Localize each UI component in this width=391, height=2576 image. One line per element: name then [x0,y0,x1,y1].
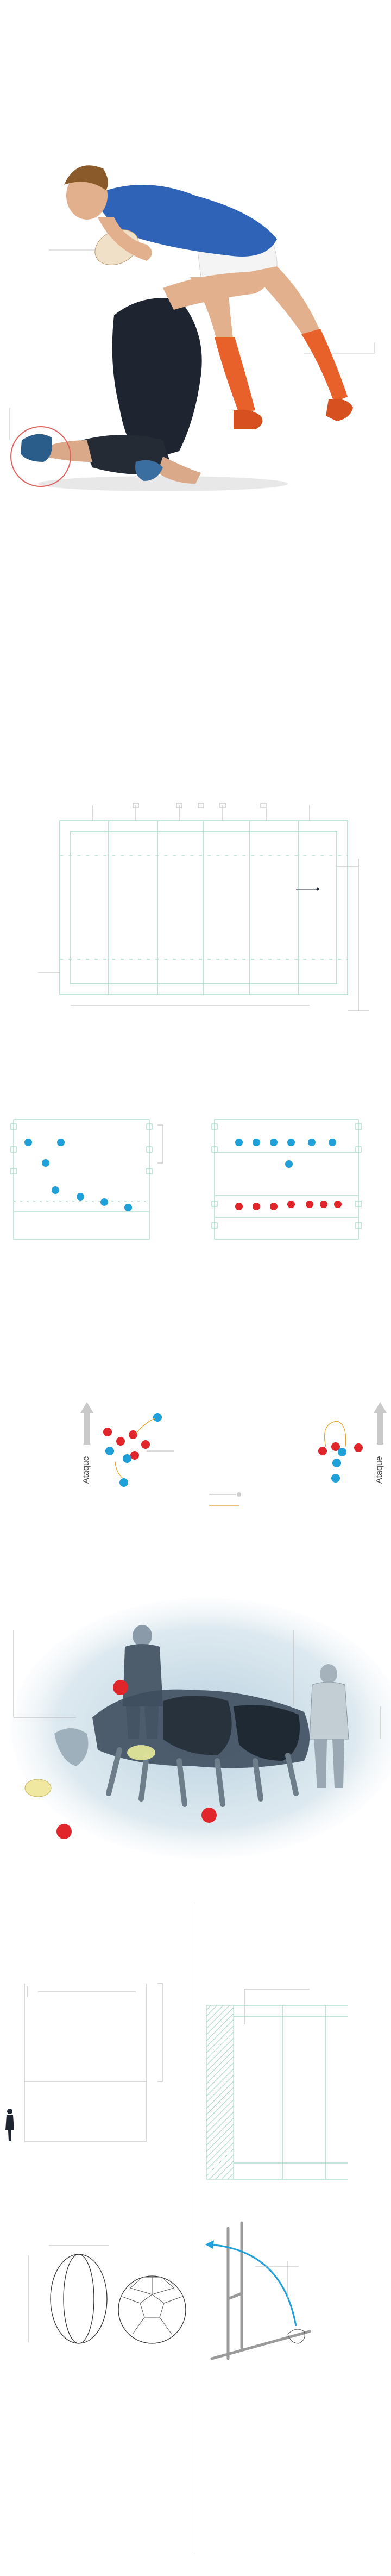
ball-comparison [16,2234,190,2364]
scrum-illustration [0,1576,391,1870]
goalposts-diagram [0,1956,190,2147]
legend-lines [206,1489,250,1511]
attack-label-left: Ataque [81,1456,91,1484]
lineout-diagrams [0,1109,391,1250]
rugby-field-diagram [22,799,375,1016]
attack-label-right: Ataque [375,1456,384,1484]
tackle-illustration [0,136,391,505]
attack-diagram-left [76,1402,185,1500]
in-goal-area-diagram [201,1978,386,2185]
attack-diagram-right [304,1402,391,1500]
conversion-kick-diagram [201,2217,386,2380]
